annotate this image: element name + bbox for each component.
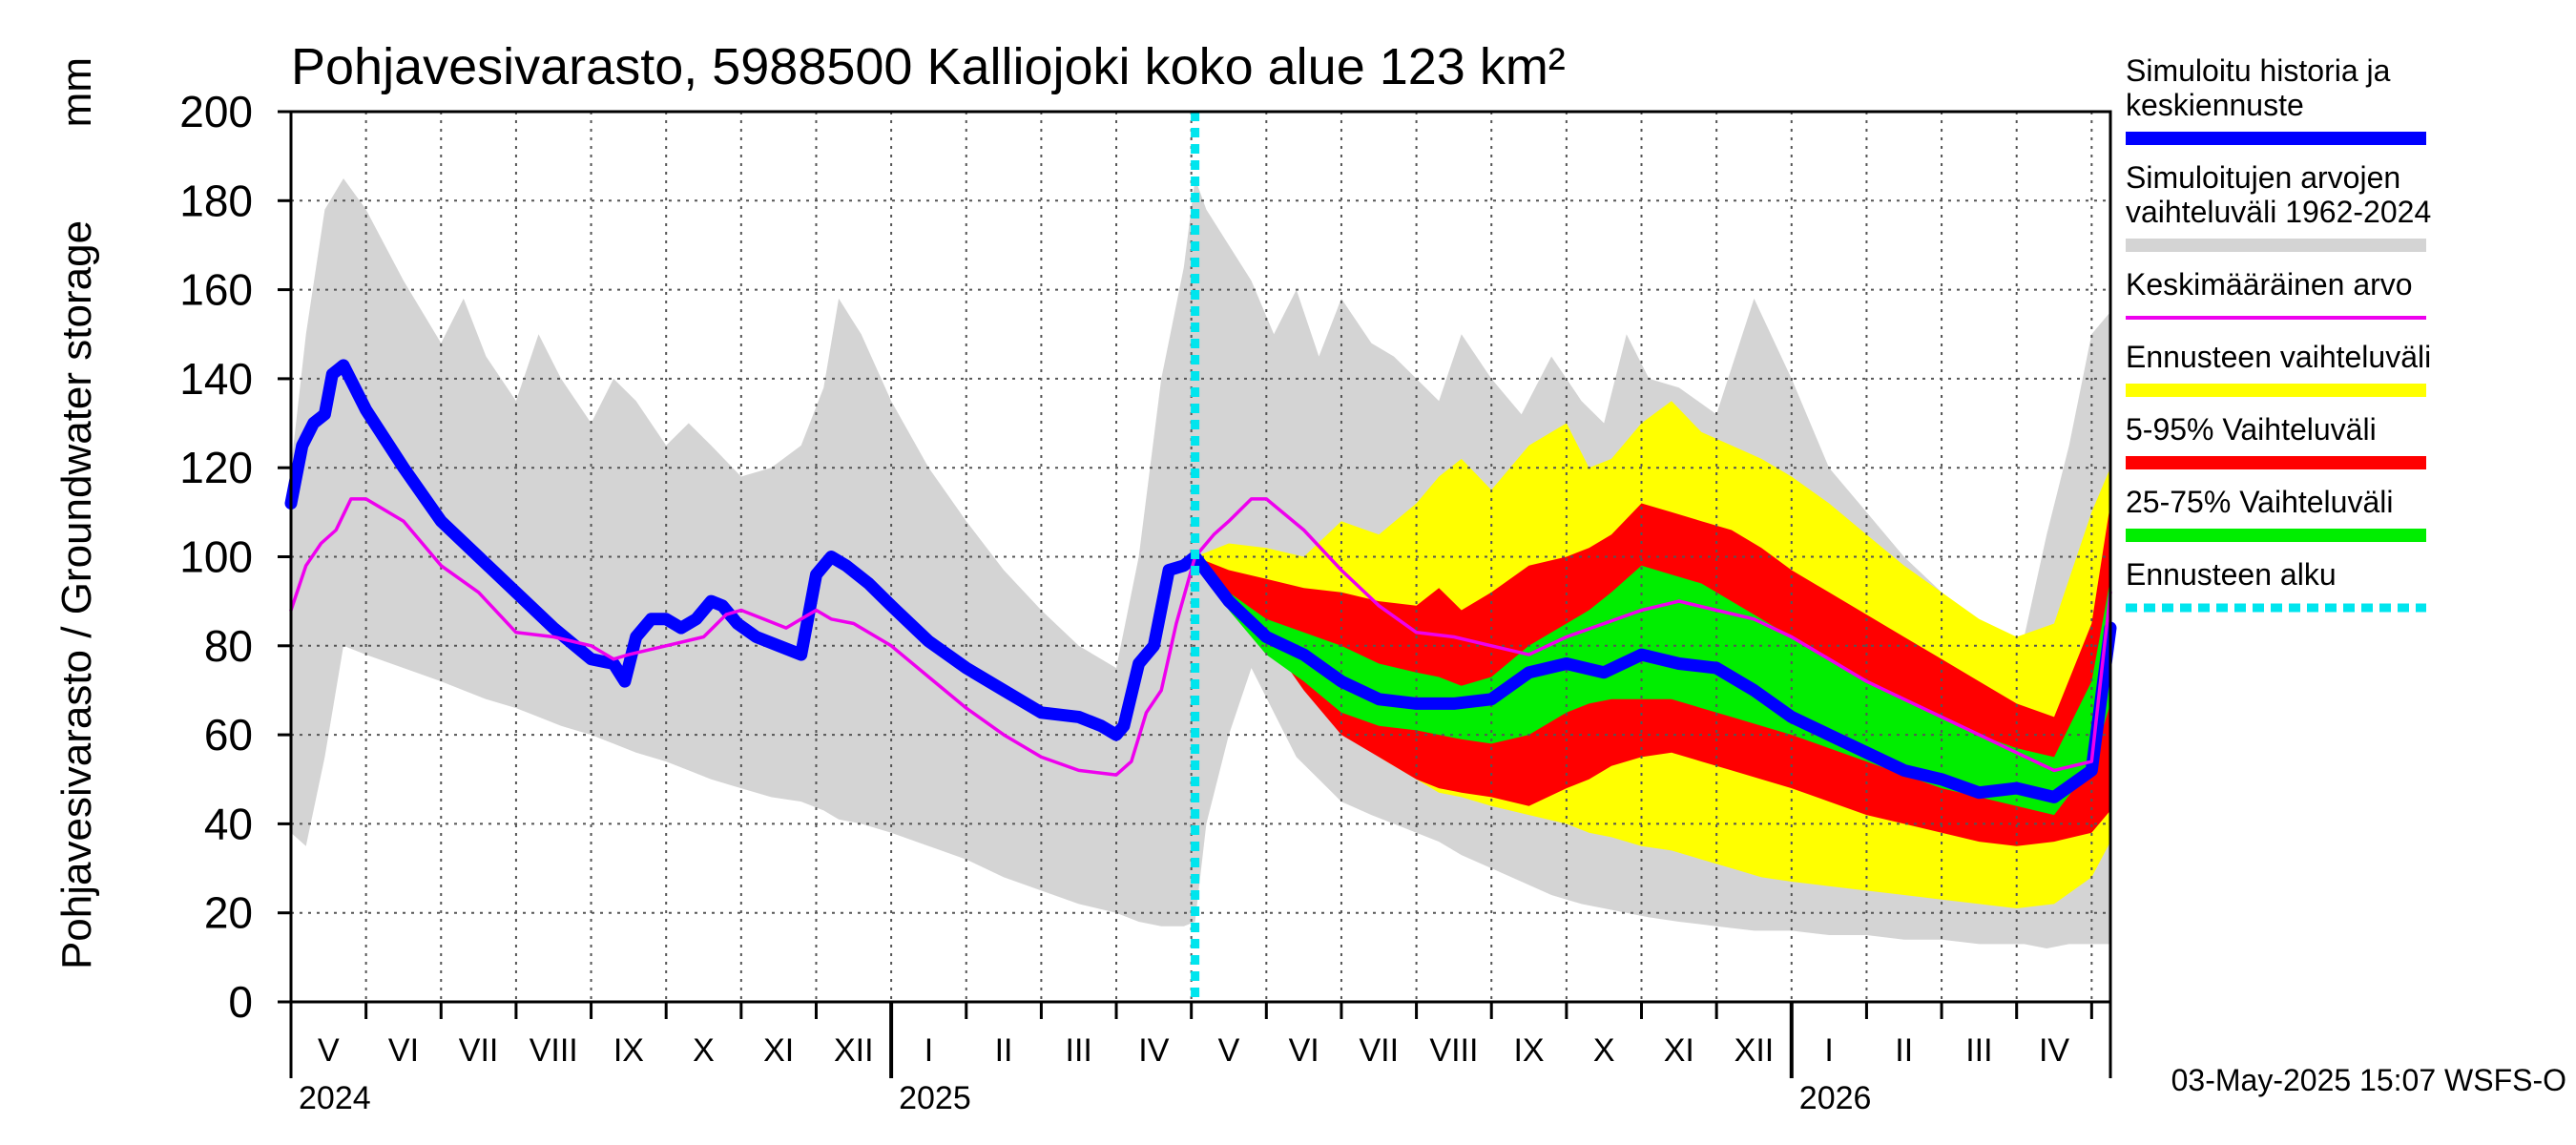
legend-label: Keskimääräinen arvo [2126,267,2413,302]
chart-title: Pohjavesivarasto, 5988500 Kalliojoki kok… [291,38,1566,95]
month-label: XI [1664,1032,1694,1069]
month-label: IX [1513,1032,1544,1069]
month-label: IV [2039,1032,2069,1069]
legend-label: 25-75% Vaihteluväli [2126,485,2393,519]
y-axis-unit: mm [53,57,100,127]
month-label: V [1218,1032,1240,1069]
legend-label: Ennusteen alku [2126,557,2337,592]
legend-item-25-75-vaihteluv-li: 25-75% Vaihteluväli [2126,485,2426,542]
ytick-label: 0 [228,977,253,1027]
ytick-label: 180 [179,176,253,225]
axes: 0 20 40 60 80 100 120 140 160 180 200 Pohjavesivara… [53,57,2112,1116]
month-label: VII [459,1032,499,1069]
legend-item-ennusteen-vaihteluv-li: Ennusteen vaihteluväli [2126,340,2431,397]
ytick-label: 140 [179,354,253,404]
month-label: XI [763,1032,794,1069]
legend-item-5-95-vaihteluv-li: 5-95% Vaihteluväli [2126,412,2426,469]
month-label: XII [1735,1032,1775,1069]
ytick-label: 40 [204,799,253,848]
ytick-label: 60 [204,710,253,760]
legend-label: Simuloitujen arvojen [2126,160,2400,195]
month-label: II [995,1032,1013,1069]
year-label: 2024 [299,1080,371,1116]
legend-label: Ennusteen vaihteluväli [2126,340,2431,374]
line-keskim-r-inen-arvo [289,497,2112,777]
ytick-label: 20 [204,888,253,938]
legend-label: 5-95% Vaihteluväli [2126,412,2377,447]
month-label: X [1593,1032,1615,1069]
plot-area [284,112,2117,1002]
legend-label: Simuloitu historia ja [2126,53,2391,88]
month-label: IX [613,1032,644,1069]
band-25-75-vaihteluv-li [1195,556,2110,816]
month-label: II [1895,1032,1913,1069]
month-label: III [1066,1032,1092,1069]
month-label: VI [388,1032,419,1069]
month-label: VIII [1429,1032,1478,1069]
ytick-label: 200 [179,87,253,136]
ytick-label: 120 [179,443,253,492]
month-label: VIII [530,1032,578,1069]
ytick-label: 80 [204,621,253,671]
year-label: 2025 [899,1080,971,1116]
ytick-label: 160 [179,265,253,315]
month-label: XII [834,1032,874,1069]
month-label: V [318,1032,340,1069]
year-label: 2026 [1799,1080,1872,1116]
line-simuloitu-historia-ja-keskiennuste [284,359,2117,803]
month-label: III [1965,1032,1992,1069]
legend: Simuloitu historia jakeskiennusteSimuloi… [2126,53,2431,613]
footer-timestamp: 03-May-2025 15:07 WSFS-O [2171,1063,2566,1097]
y-axis-label: Pohjavesivarasto / Groundwater storage [53,220,100,969]
month-label: X [693,1032,715,1069]
legend-label: keskiennuste [2126,88,2304,122]
month-label: I [1824,1032,1833,1069]
ytick-label: 100 [179,532,253,582]
month-label: IV [1138,1032,1169,1069]
month-label: VII [1359,1032,1399,1069]
legend-item-keskim-r-inen-arvo: Keskimääräinen arvo [2126,267,2426,320]
month-label: VI [1289,1032,1319,1069]
month-label: I [924,1032,933,1069]
legend-label: vaihteluväli 1962-2024 [2126,195,2431,229]
legend-item-ennusteen-alku: Ennusteen alku [2126,557,2426,613]
